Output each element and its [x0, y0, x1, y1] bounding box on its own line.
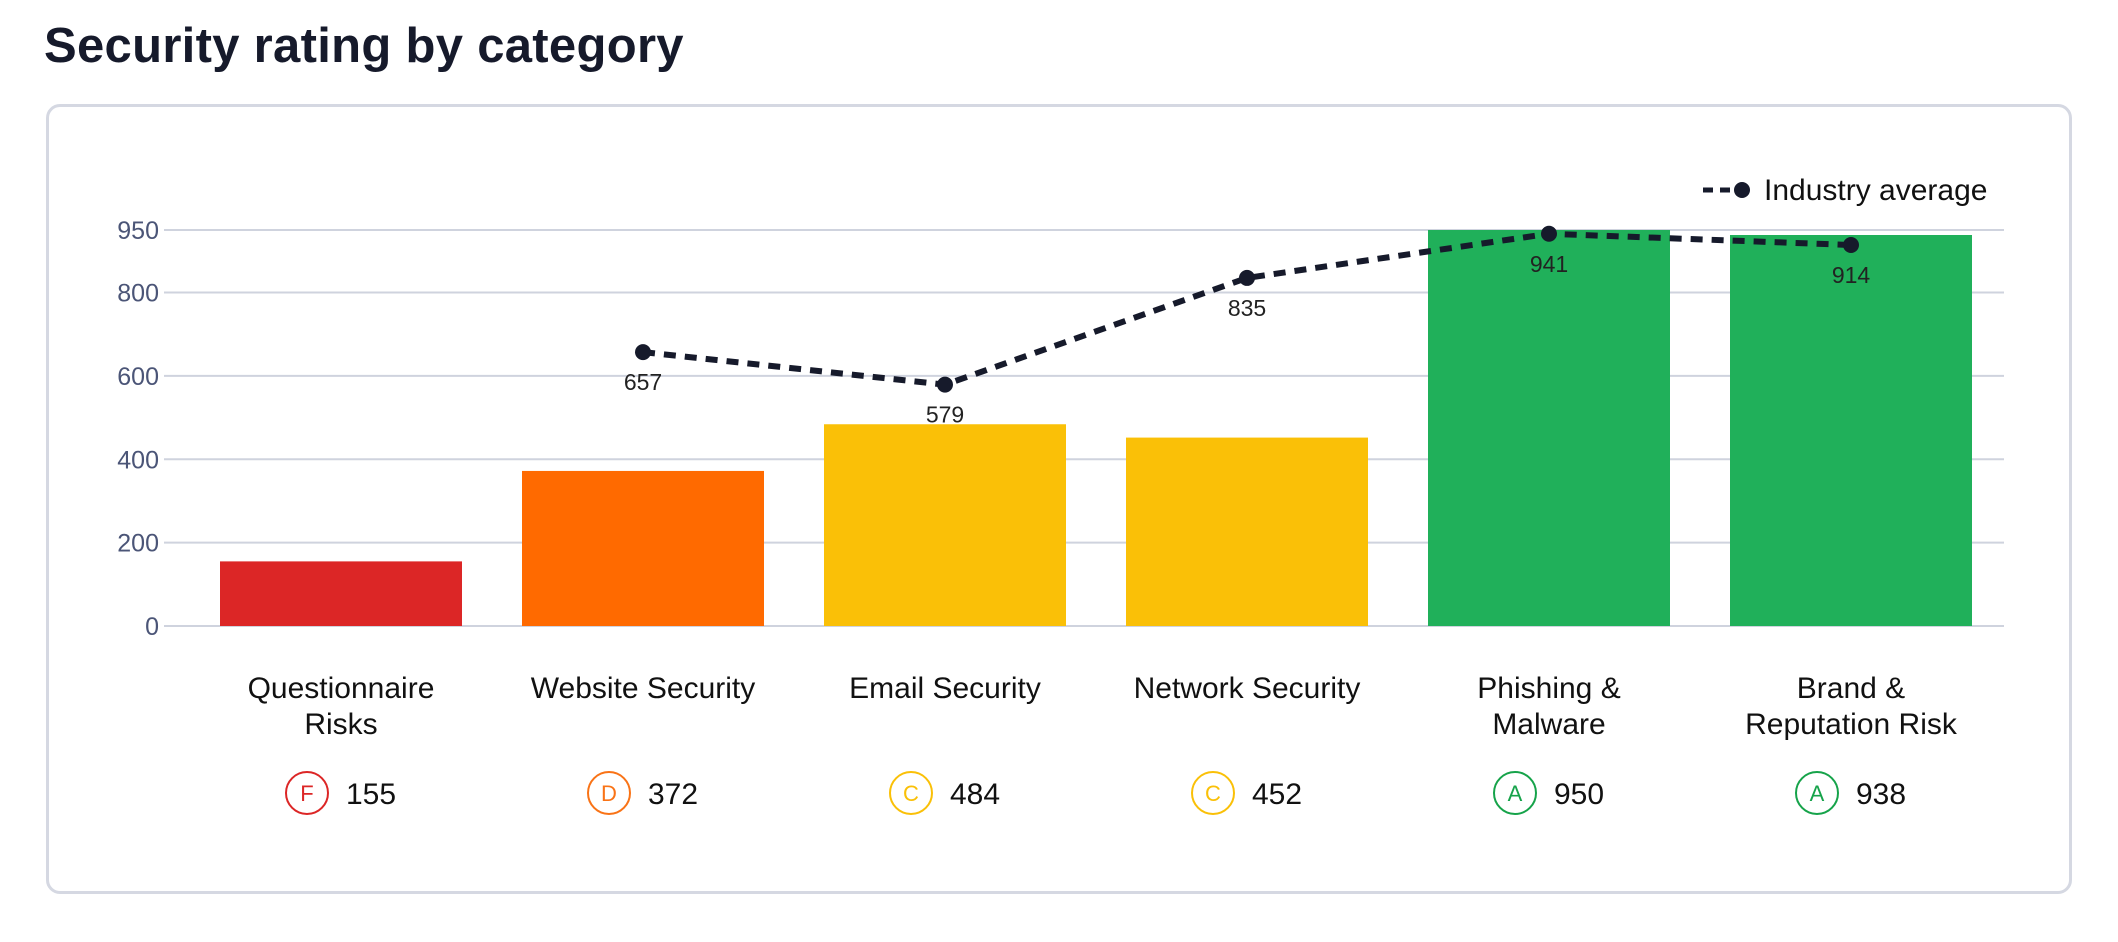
grade-badge [1493, 771, 1537, 815]
grade-letter: A [1508, 781, 1523, 806]
grade-badge [587, 771, 631, 815]
grade-letter: C [903, 781, 919, 806]
y-tick-label: 400 [117, 446, 159, 474]
bar [824, 424, 1066, 626]
legend-label: Industry average [1764, 174, 1987, 207]
grade-letter: C [1205, 781, 1221, 806]
y-tick-label: 0 [145, 613, 159, 641]
y-tick-label: 600 [117, 363, 159, 391]
industry-average-value-label: 835 [1228, 295, 1266, 321]
legend-swatch-dot [1734, 182, 1750, 198]
bar [1730, 235, 1972, 626]
category-label: Reputation Risk [1745, 708, 1958, 741]
y-tick-label: 950 [117, 217, 159, 245]
industry-average-point [1541, 225, 1557, 242]
industry-average-line [642, 230, 1852, 388]
bar [220, 561, 462, 626]
grade-letter: F [300, 781, 313, 806]
category-label: Phishing & [1477, 672, 1620, 705]
chart-card: 0 200 400 600 800 950 657 579 835 941 914 Industry … [46, 104, 2072, 894]
score-value: 452 [1252, 778, 1302, 811]
industry-average-value-label: 914 [1832, 262, 1871, 288]
y-tick-label: 200 [117, 530, 159, 558]
chart-svg: 0 200 400 600 800 950 657 579 835 941 914 Industry … [117, 174, 2004, 815]
category-label: Brand & [1797, 672, 1905, 705]
grade-badge [889, 771, 933, 815]
bar [1428, 230, 1670, 626]
y-tick-label: 800 [117, 280, 159, 308]
industry-average-value-label: 579 [926, 402, 964, 428]
category-label: Malware [1492, 708, 1605, 741]
bar [522, 470, 764, 626]
page-title: Security rating by category [44, 19, 684, 73]
grade-letter: D [601, 781, 617, 806]
score-value: 950 [1554, 778, 1604, 811]
industry-average-point [1239, 269, 1255, 286]
category-label: Network Security [1134, 672, 1361, 705]
score-value: 155 [346, 778, 396, 811]
industry-average-point [937, 376, 953, 393]
category-label: Risks [304, 708, 377, 741]
grade-badge [1795, 771, 1839, 815]
score-value: 938 [1856, 778, 1906, 811]
industry-average-point [1843, 237, 1859, 254]
bar [1126, 437, 1368, 626]
industry-average-value-label: 941 [1530, 251, 1568, 277]
score-value: 372 [648, 778, 698, 811]
industry-average-point [635, 344, 651, 361]
category-label: Website Security [531, 672, 756, 705]
score-value: 484 [950, 778, 1000, 811]
category-label: Email Security [849, 672, 1041, 705]
grade-letter: A [1810, 781, 1825, 806]
industry-average-value-label: 657 [624, 369, 662, 395]
category-label: Questionnaire [248, 672, 435, 705]
grade-badge [1191, 771, 1235, 815]
grade-badge [285, 771, 329, 815]
